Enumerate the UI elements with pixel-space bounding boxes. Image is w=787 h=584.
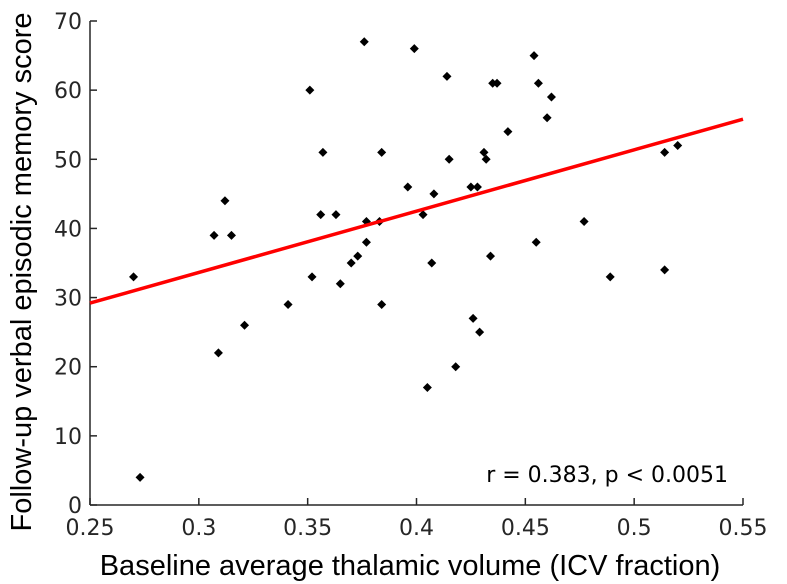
data-point <box>605 272 615 282</box>
x-tick-label: 0.4 <box>399 516 434 541</box>
data-point <box>359 37 369 47</box>
y-tick-label: 30 <box>54 287 82 312</box>
data-point <box>220 196 230 206</box>
data-point <box>579 217 589 227</box>
data-point <box>213 348 223 358</box>
data-point <box>673 140 683 150</box>
x-tick-label: 0.55 <box>719 516 768 541</box>
y-tick-label: 10 <box>54 425 82 450</box>
regression-line <box>89 117 744 305</box>
data-points <box>129 37 683 482</box>
y-tick-label: 70 <box>54 10 82 35</box>
data-point <box>316 210 326 220</box>
data-point <box>307 272 317 282</box>
data-point <box>403 182 413 192</box>
data-point <box>481 154 491 164</box>
data-point <box>529 51 539 61</box>
data-point <box>444 154 454 164</box>
data-point <box>135 472 145 482</box>
x-axis-label: Baseline average thalamic volume (ICV fr… <box>100 550 721 582</box>
data-point <box>451 362 461 372</box>
data-point <box>377 299 387 309</box>
data-point <box>283 299 293 309</box>
y-tick-label: 40 <box>54 217 82 242</box>
data-point <box>427 258 437 268</box>
data-point <box>409 44 419 54</box>
data-point <box>418 210 428 220</box>
x-tick-label: 0.3 <box>181 516 216 541</box>
x-tick-label: 0.35 <box>283 516 332 541</box>
data-point <box>486 251 496 261</box>
data-point <box>331 210 341 220</box>
data-point <box>531 237 541 247</box>
data-point <box>660 147 670 157</box>
data-point <box>377 147 387 157</box>
x-tick-label: 0.45 <box>501 516 550 541</box>
x-tick-label: 0.25 <box>66 516 115 541</box>
data-point <box>226 230 236 240</box>
data-point <box>546 92 556 102</box>
data-point <box>542 113 552 123</box>
data-point <box>503 127 513 137</box>
data-point <box>129 272 139 282</box>
data-point <box>346 258 356 268</box>
correlation-annotation: r = 0.383, p < 0.0051 <box>486 463 728 488</box>
x-tick-label: 0.5 <box>617 516 652 541</box>
y-ticks: 0 10 20 30 40 50 60 70 <box>54 10 97 519</box>
y-tick-label: 50 <box>54 148 82 173</box>
data-point <box>466 182 476 192</box>
data-point <box>429 189 439 199</box>
y-axis-label: Follow-up verbal episodic memory score <box>6 13 38 532</box>
data-point <box>492 78 502 88</box>
y-tick-label: 20 <box>54 356 82 381</box>
x-ticks: 0.25 0.3 0.35 0.4 0.45 0.5 0.55 <box>66 498 768 541</box>
y-tick-label: 0 <box>68 494 82 519</box>
data-point <box>240 320 250 330</box>
axes <box>89 21 743 506</box>
data-point <box>533 78 543 88</box>
data-point <box>422 382 432 392</box>
data-point <box>361 237 371 247</box>
data-point <box>475 327 485 337</box>
data-point <box>660 265 670 275</box>
data-point <box>318 147 328 157</box>
data-point <box>472 182 482 192</box>
data-point <box>353 251 363 261</box>
data-point <box>442 71 452 81</box>
y-tick-label: 60 <box>54 79 82 104</box>
data-point <box>335 279 345 289</box>
data-point <box>209 230 219 240</box>
data-point <box>468 313 478 323</box>
data-point <box>305 85 315 95</box>
data-point <box>479 147 489 157</box>
